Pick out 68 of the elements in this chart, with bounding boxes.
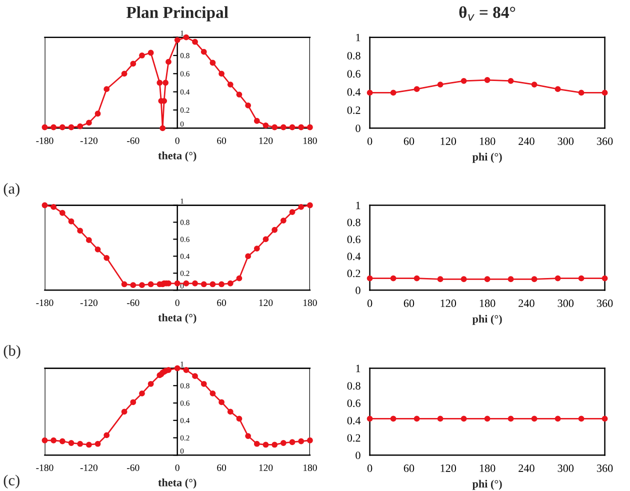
x-tick-label: 180 [480, 138, 496, 145]
y-tick-label: 1 [356, 202, 360, 210]
x-tick-label: 60 [404, 464, 414, 472]
x-tick-label: -120 [80, 299, 98, 306]
y-tick-label: 0.2 [347, 106, 360, 114]
x-axis-title: phi (°) [472, 480, 502, 490]
x-tick-label: 120 [440, 464, 456, 472]
x-tick-label: -180 [36, 137, 54, 144]
y-tick-label: 1 [356, 34, 360, 42]
x-tick-label: 180 [304, 464, 317, 472]
x-tick-label: 120 [259, 137, 273, 144]
x-tick-label: 60 [217, 137, 226, 144]
x-tick-label: 120 [440, 300, 456, 308]
x-tick-label: -180 [36, 299, 54, 306]
x-axis-title: theta (°) [158, 314, 196, 324]
x-tick-label: -60 [127, 464, 140, 472]
x-tick-label: 120 [440, 138, 456, 145]
text: (b) [4, 345, 20, 359]
x-tick-label: 120 [259, 299, 273, 306]
x-tick-label: 180 [304, 137, 317, 144]
x-tick-label: 360 [597, 138, 613, 145]
chart-title: Plan Principal [126, 6, 228, 22]
x-tick-label: 180 [480, 300, 496, 308]
x-tick-label: 60 [404, 300, 414, 308]
x-tick-label: 60 [404, 138, 414, 145]
y-tick-label: 0.4 [347, 252, 361, 260]
y-tick-label: 0.6 [347, 399, 360, 408]
x-tick-label: 0 [367, 138, 372, 145]
x-tick-label: -60 [127, 137, 140, 144]
y-tick-label: 1 [356, 364, 360, 372]
x-tick-label: 60 [217, 299, 226, 306]
chart-title: θ$_{v}$ = 84° [459, 6, 516, 21]
x-tick-label: 60 [217, 464, 226, 472]
y-tick-label: 0.8 [347, 52, 360, 60]
y-tick-label: 0 [356, 452, 360, 460]
y-tick-label: 0.8 [347, 218, 360, 226]
y-tick-label: 0.8 [347, 382, 360, 390]
x-tick-label: -60 [127, 299, 140, 306]
x-axis-title: phi (°) [472, 152, 502, 163]
y-tick-label: 0.6 [347, 70, 360, 78]
x-tick-label: 360 [597, 464, 613, 472]
x-tick-label: 300 [558, 300, 574, 308]
x-tick-label: 300 [558, 464, 574, 472]
x-tick-label: 180 [304, 299, 317, 306]
x-axis-title: theta (°) [158, 478, 196, 489]
y-tick-label: 0.4 [347, 416, 361, 424]
x-tick-label: -180 [36, 464, 54, 472]
y-tick-label: 0 [356, 124, 360, 132]
y-tick-label: 0.4 [347, 88, 361, 96]
x-tick-label: 120 [259, 464, 273, 472]
x-tick-label: 180 [480, 464, 496, 472]
x-tick-label: 360 [597, 300, 613, 308]
y-tick-label: 0.2 [347, 434, 360, 442]
x-tick-label: 240 [518, 138, 534, 145]
x-tick-label: -120 [80, 464, 98, 472]
x-tick-label: 300 [558, 138, 574, 145]
x-axis-title: theta (°) [158, 152, 196, 162]
y-tick-label: 0.2 [347, 270, 360, 278]
x-tick-label: 0 [367, 464, 372, 472]
x-tick-label: 240 [518, 464, 534, 472]
x-tick-label: 0 [367, 300, 372, 308]
x-axis-title: phi (°) [472, 314, 502, 325]
x-tick-label: -120 [80, 137, 98, 144]
y-tick-label: 0 [356, 286, 360, 294]
text: (c) [4, 474, 20, 489]
text: (a) [4, 183, 20, 197]
x-tick-label: 240 [518, 300, 534, 308]
y-tick-label: 0.6 [347, 236, 360, 244]
